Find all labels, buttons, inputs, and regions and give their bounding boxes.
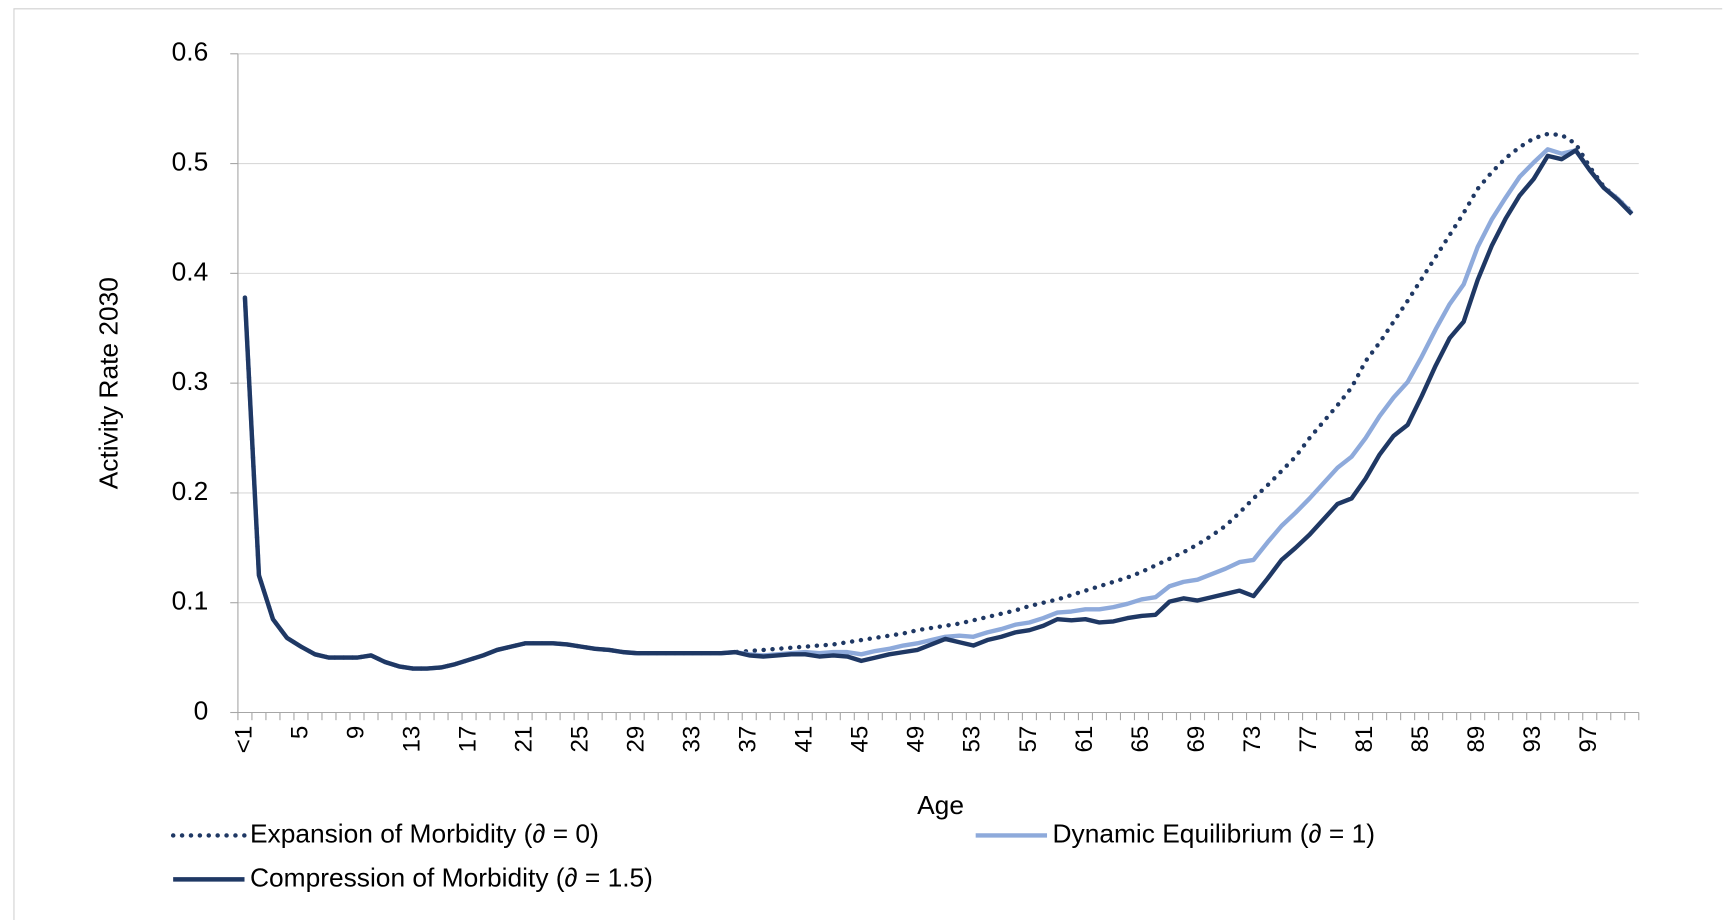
x-tick-label: 73 bbox=[1239, 726, 1266, 753]
x-tick-label: 37 bbox=[735, 726, 762, 753]
legend-label: Compression of Morbidity (∂ = 1.5) bbox=[250, 862, 653, 892]
y-axis-label: Activity Rate 2030 bbox=[94, 277, 124, 489]
frame bbox=[13, 8, 1723, 920]
y-tick-label: 0.4 bbox=[172, 256, 209, 286]
x-tick-label: 53 bbox=[959, 726, 986, 753]
x-tick-label: 69 bbox=[1183, 726, 1210, 753]
x-tick-label: 17 bbox=[454, 726, 481, 753]
x-tick-label: 5 bbox=[286, 726, 313, 739]
legend-label: Dynamic Equilibrium (∂ = 1) bbox=[1053, 818, 1375, 848]
data-line bbox=[242, 131, 1634, 671]
x-tick-label: 85 bbox=[1407, 726, 1434, 753]
x-tick-label: 89 bbox=[1463, 726, 1490, 753]
y-tick-label: 0.6 bbox=[172, 37, 209, 67]
y-tick-label: 0.3 bbox=[172, 366, 209, 396]
x-tick-label: 29 bbox=[623, 726, 650, 753]
x-tick-label: 81 bbox=[1351, 726, 1378, 753]
y-tick-label: 0.5 bbox=[172, 147, 209, 177]
x-tick-label: 33 bbox=[679, 726, 706, 753]
x-tick-label: 25 bbox=[567, 726, 594, 753]
x-tick-label: <1 bbox=[230, 726, 257, 754]
x-tick-label: 49 bbox=[903, 726, 930, 753]
y-tick-label: 0 bbox=[194, 695, 209, 725]
data-line bbox=[242, 148, 1634, 671]
x-tick-label: 13 bbox=[398, 726, 425, 753]
y-tick-label: 0.1 bbox=[172, 586, 209, 616]
legend-label: Expansion of Morbidity (∂ = 0) bbox=[250, 818, 599, 848]
data-line bbox=[242, 147, 1634, 671]
x-tick-label: 41 bbox=[791, 726, 818, 753]
x-tick-label: 45 bbox=[847, 726, 874, 753]
x-axis-label: Age bbox=[917, 790, 964, 820]
x-tick-label: 21 bbox=[510, 726, 537, 753]
x-tick-label: 77 bbox=[1295, 726, 1322, 753]
x-tick-label: 57 bbox=[1015, 726, 1042, 753]
x-tick-label: 97 bbox=[1575, 726, 1602, 753]
x-tick-label: 65 bbox=[1127, 726, 1154, 753]
x-tick-label: 9 bbox=[342, 726, 369, 739]
x-tick-label: 93 bbox=[1519, 726, 1546, 753]
x-tick-label: 61 bbox=[1071, 726, 1098, 753]
y-tick-label: 0.2 bbox=[172, 476, 209, 506]
